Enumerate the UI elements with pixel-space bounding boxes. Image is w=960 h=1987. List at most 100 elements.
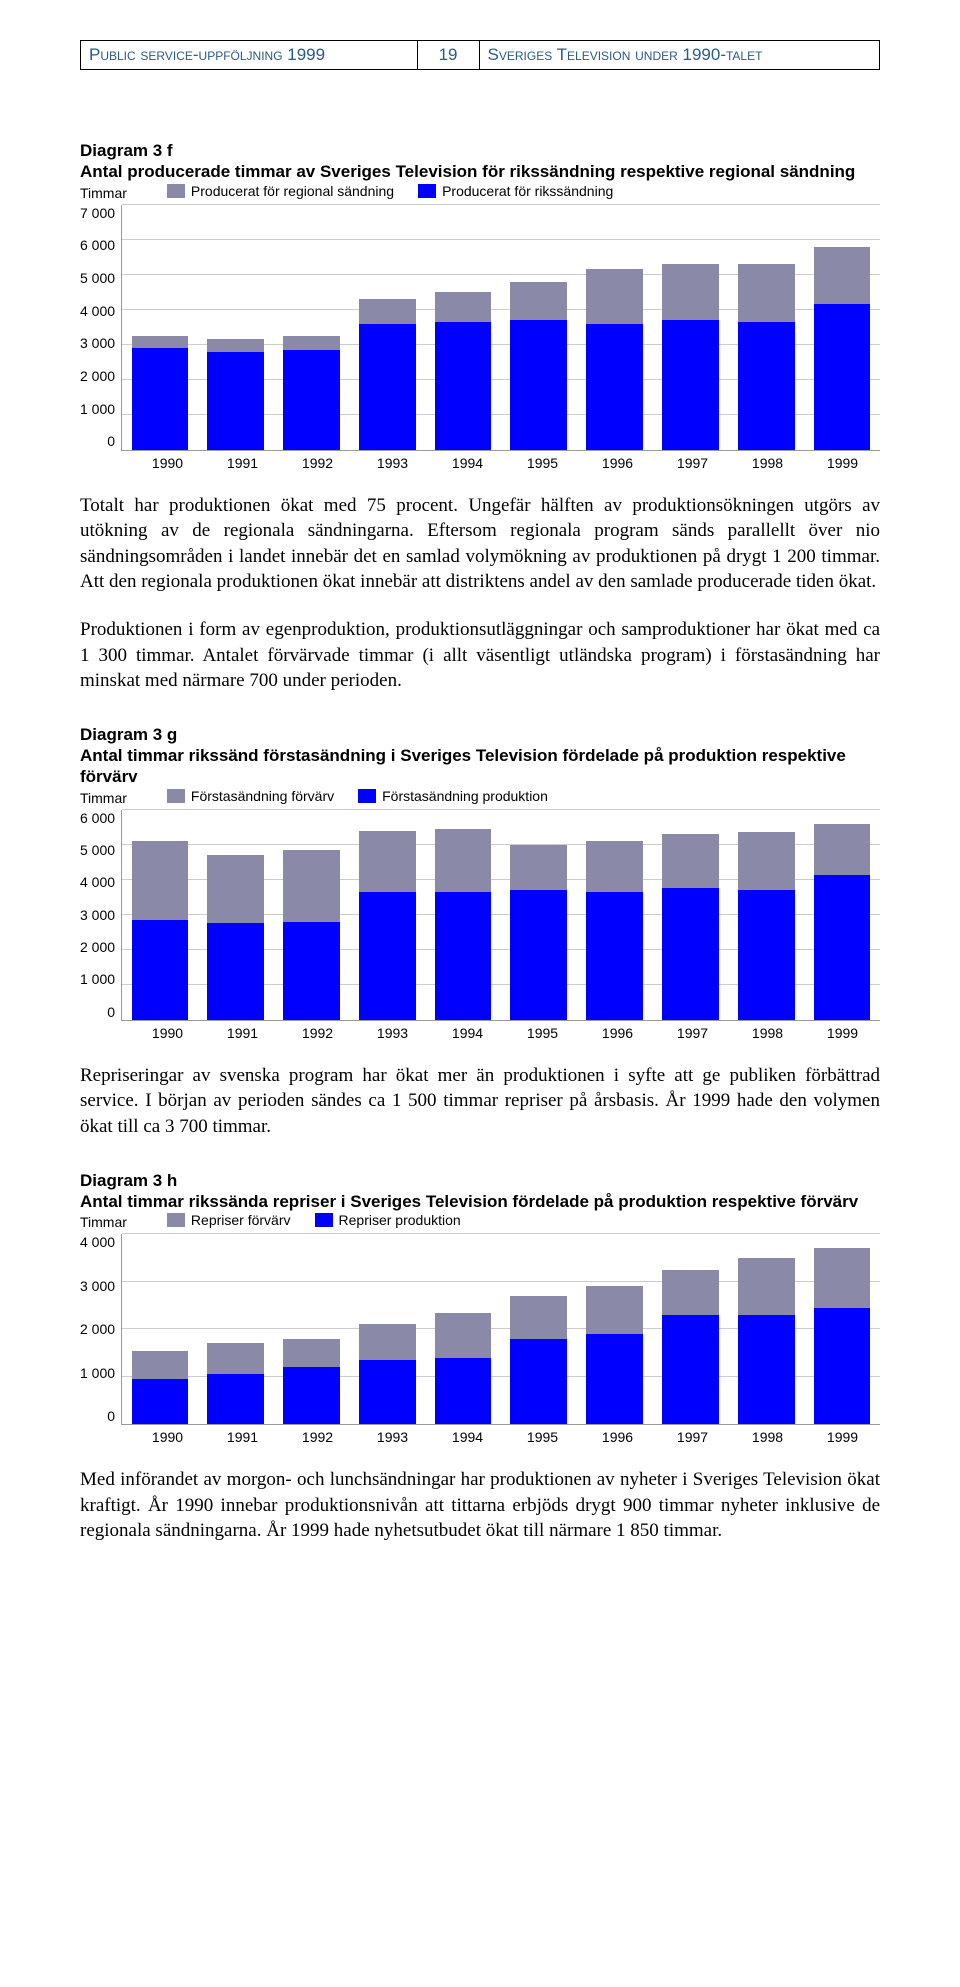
- diagram-3f-legend: Producerat för regional sändning Producer…: [167, 183, 613, 199]
- ytick-label: 2 000: [80, 368, 115, 384]
- diagram-3g-yaxis-label: Timmar: [80, 790, 127, 806]
- bar: [283, 1234, 340, 1424]
- bar: [510, 1234, 567, 1424]
- bar: [586, 205, 643, 450]
- ytick-label: 1 000: [80, 971, 115, 987]
- legend-label: Producerat för rikssändning: [442, 183, 613, 199]
- bar: [738, 205, 795, 450]
- bar-segment-top: [207, 339, 264, 351]
- bar-segment-bottom: [738, 322, 795, 450]
- xtick-label: 1999: [827, 1025, 858, 1041]
- paragraph-2: Produktionen i form av egenproduktion, p…: [80, 617, 880, 694]
- legend-swatch: [167, 1213, 185, 1227]
- bar: [586, 1234, 643, 1424]
- xtick-label: 1994: [452, 455, 483, 471]
- header-page-number: 19: [418, 41, 480, 69]
- xtick-label: 1996: [602, 1429, 633, 1445]
- bar: [814, 810, 871, 1020]
- xtick-label: 1994: [452, 1429, 483, 1445]
- bar-segment-top: [586, 841, 643, 892]
- ytick-label: 3 000: [80, 335, 115, 351]
- bar-segment-bottom: [435, 322, 492, 450]
- bar-segment-top: [662, 834, 719, 888]
- legend-label: Repriser produktion: [339, 1212, 461, 1228]
- page: Public service-uppföljning 1999 19 Sveri…: [0, 0, 960, 1623]
- bar-segment-bottom: [283, 1367, 340, 1424]
- xtick-label: 1998: [752, 1025, 783, 1041]
- ytick-label: 3 000: [80, 907, 115, 923]
- diagram-3h-xticks: 1990199119921993199419951996199719981999: [130, 1429, 880, 1445]
- paragraph-4: Med införandet av morgon- och lunchsändn…: [80, 1467, 880, 1544]
- bar: [586, 810, 643, 1020]
- xtick-label: 1999: [827, 1429, 858, 1445]
- bar-segment-top: [359, 299, 416, 324]
- ytick-label: 3 000: [80, 1278, 115, 1294]
- ytick-label: 4 000: [80, 303, 115, 319]
- bar: [435, 1234, 492, 1424]
- bar: [435, 205, 492, 450]
- bar-segment-bottom: [510, 890, 567, 1020]
- bar-segment-top: [510, 282, 567, 321]
- diagram-3h-yticks: 4 0003 0002 0001 0000: [80, 1234, 121, 1424]
- bar-segment-bottom: [283, 922, 340, 1020]
- bar: [207, 1234, 264, 1424]
- xtick-label: 1996: [602, 455, 633, 471]
- ytick-label: 5 000: [80, 842, 115, 858]
- bar-segment-bottom: [586, 324, 643, 450]
- bar-segment-bottom: [359, 892, 416, 1020]
- bar-segment-top: [283, 336, 340, 350]
- legend-swatch: [418, 184, 436, 198]
- bar-segment-top: [586, 269, 643, 323]
- bar-segment-top: [283, 1339, 340, 1368]
- bar-segment-bottom: [814, 1308, 871, 1424]
- legend-label: Producerat för regional sändning: [191, 183, 394, 199]
- diagram-3f: Diagram 3 f Antal producerade timmar av …: [80, 140, 880, 471]
- bar-segment-bottom: [814, 304, 871, 449]
- header-left: Public service-uppföljning 1999: [81, 41, 418, 69]
- xtick-label: 1995: [527, 1429, 558, 1445]
- bar: [435, 810, 492, 1020]
- diagram-3h-plot: [121, 1234, 880, 1425]
- ytick-label: 2 000: [80, 1321, 115, 1337]
- legend-swatch: [358, 789, 376, 803]
- bar-segment-bottom: [359, 1360, 416, 1424]
- xtick-label: 1991: [227, 1025, 258, 1041]
- bar-segment-top: [359, 1324, 416, 1360]
- bar-segment-bottom: [814, 875, 871, 1020]
- xtick-label: 1990: [152, 455, 183, 471]
- legend-swatch: [315, 1213, 333, 1227]
- bar-segment-bottom: [207, 923, 264, 1019]
- bar-segment-bottom: [207, 1374, 264, 1424]
- bar-segment-bottom: [586, 1334, 643, 1424]
- legend-swatch: [167, 184, 185, 198]
- xtick-label: 1999: [827, 455, 858, 471]
- bar-segment-bottom: [586, 892, 643, 1020]
- ytick-label: 4 000: [80, 1234, 115, 1250]
- diagram-3g-title: Diagram 3 g: [80, 724, 880, 745]
- bar-segment-top: [283, 850, 340, 922]
- bar-segment-top: [207, 855, 264, 923]
- diagram-3f-yaxis-label: Timmar: [80, 185, 127, 201]
- xtick-label: 1996: [602, 1025, 633, 1041]
- bar-segment-bottom: [132, 1379, 189, 1424]
- bar-segment-top: [738, 264, 795, 322]
- bar: [359, 1234, 416, 1424]
- bar-segment-bottom: [662, 320, 719, 450]
- legend-item: Förstasändning förvärv: [167, 788, 334, 804]
- bar-segment-top: [132, 336, 189, 348]
- xtick-label: 1998: [752, 455, 783, 471]
- xtick-label: 1993: [377, 1025, 408, 1041]
- diagram-3f-subtitle: Antal producerade timmar av Sveriges Tel…: [80, 161, 880, 182]
- bar: [132, 810, 189, 1020]
- bar: [814, 1234, 871, 1424]
- diagram-3g-legend: Förstasändning förvärvFörstasändning pro…: [167, 788, 548, 804]
- bar-segment-bottom: [662, 1315, 719, 1424]
- ytick-label: 7 000: [80, 205, 115, 221]
- xtick-label: 1991: [227, 1429, 258, 1445]
- ytick-label: 4 000: [80, 874, 115, 890]
- ytick-label: 0: [107, 1004, 115, 1020]
- legend-item: Repriser förvärv: [167, 1212, 291, 1228]
- bar-segment-bottom: [662, 888, 719, 1019]
- diagram-3f-xticks: 1990199119921993199419951996199719981999: [130, 455, 880, 471]
- xtick-label: 1990: [152, 1025, 183, 1041]
